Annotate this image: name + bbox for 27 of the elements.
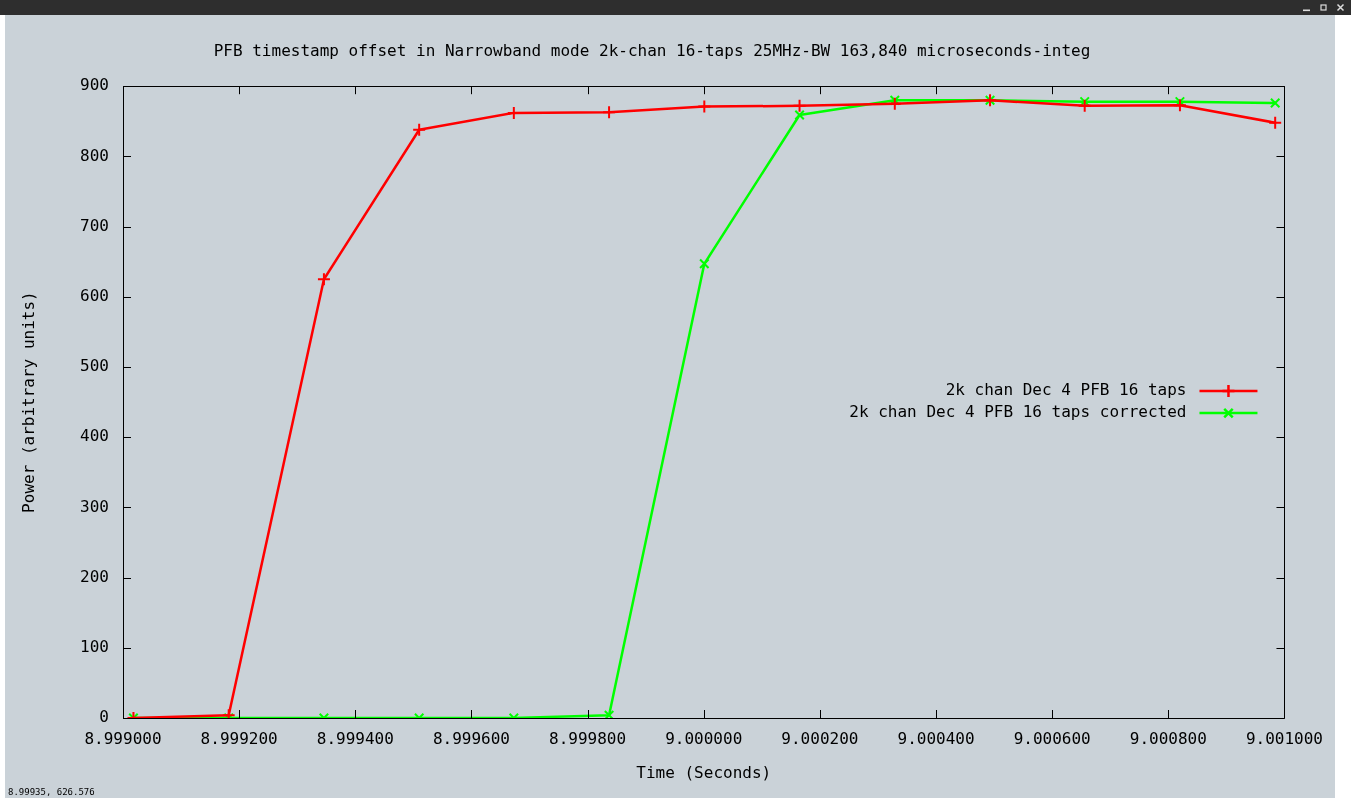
legend-label: 2k chan Dec 4 PFB 16 taps corrected: [849, 402, 1187, 422]
y-tick-label: 600: [80, 285, 109, 305]
y-tick-label: 500: [80, 356, 109, 376]
y-tick-label: 200: [80, 566, 109, 586]
x-tick-label: 8.999400: [316, 728, 394, 748]
legend-label: 2k chan Dec 4 PFB 16 taps: [945, 380, 1187, 400]
x-tick-label: 8.999000: [84, 728, 162, 748]
y-tick-label: 300: [80, 496, 109, 516]
x-tick-label: 8.999600: [432, 728, 510, 748]
text: 8.99935, 626.576: [8, 787, 95, 798]
y-tick-label: 900: [80, 75, 109, 95]
x-tick-label: 8.999200: [200, 728, 278, 748]
y-axis-title: Power (arbitrary units): [18, 291, 38, 513]
x-tick-label: 9.000800: [1129, 728, 1207, 748]
x-tick-label: 9.000000: [665, 728, 743, 748]
x-tick-label: 9.000600: [1013, 728, 1091, 748]
x-tick-label: 9.001000: [1245, 728, 1323, 748]
y-tick-label: 700: [80, 215, 109, 235]
x-tick-label: 9.000400: [897, 728, 975, 748]
y-tick-label: 400: [80, 426, 109, 446]
x-tick-label: 8.999800: [549, 728, 627, 748]
y-tick-label: 800: [80, 145, 109, 165]
chart-title: PFB timestamp offset in Narrowband mode 2k-chan 16-taps 25MHz-BW 163,840 microseconds-integ: [213, 40, 1091, 60]
x-tick-label: 9.000200: [781, 728, 859, 748]
y-tick-label: 0: [99, 707, 109, 727]
y-tick-label: 100: [80, 636, 109, 656]
x-axis-title: Time (Seconds): [636, 762, 772, 782]
